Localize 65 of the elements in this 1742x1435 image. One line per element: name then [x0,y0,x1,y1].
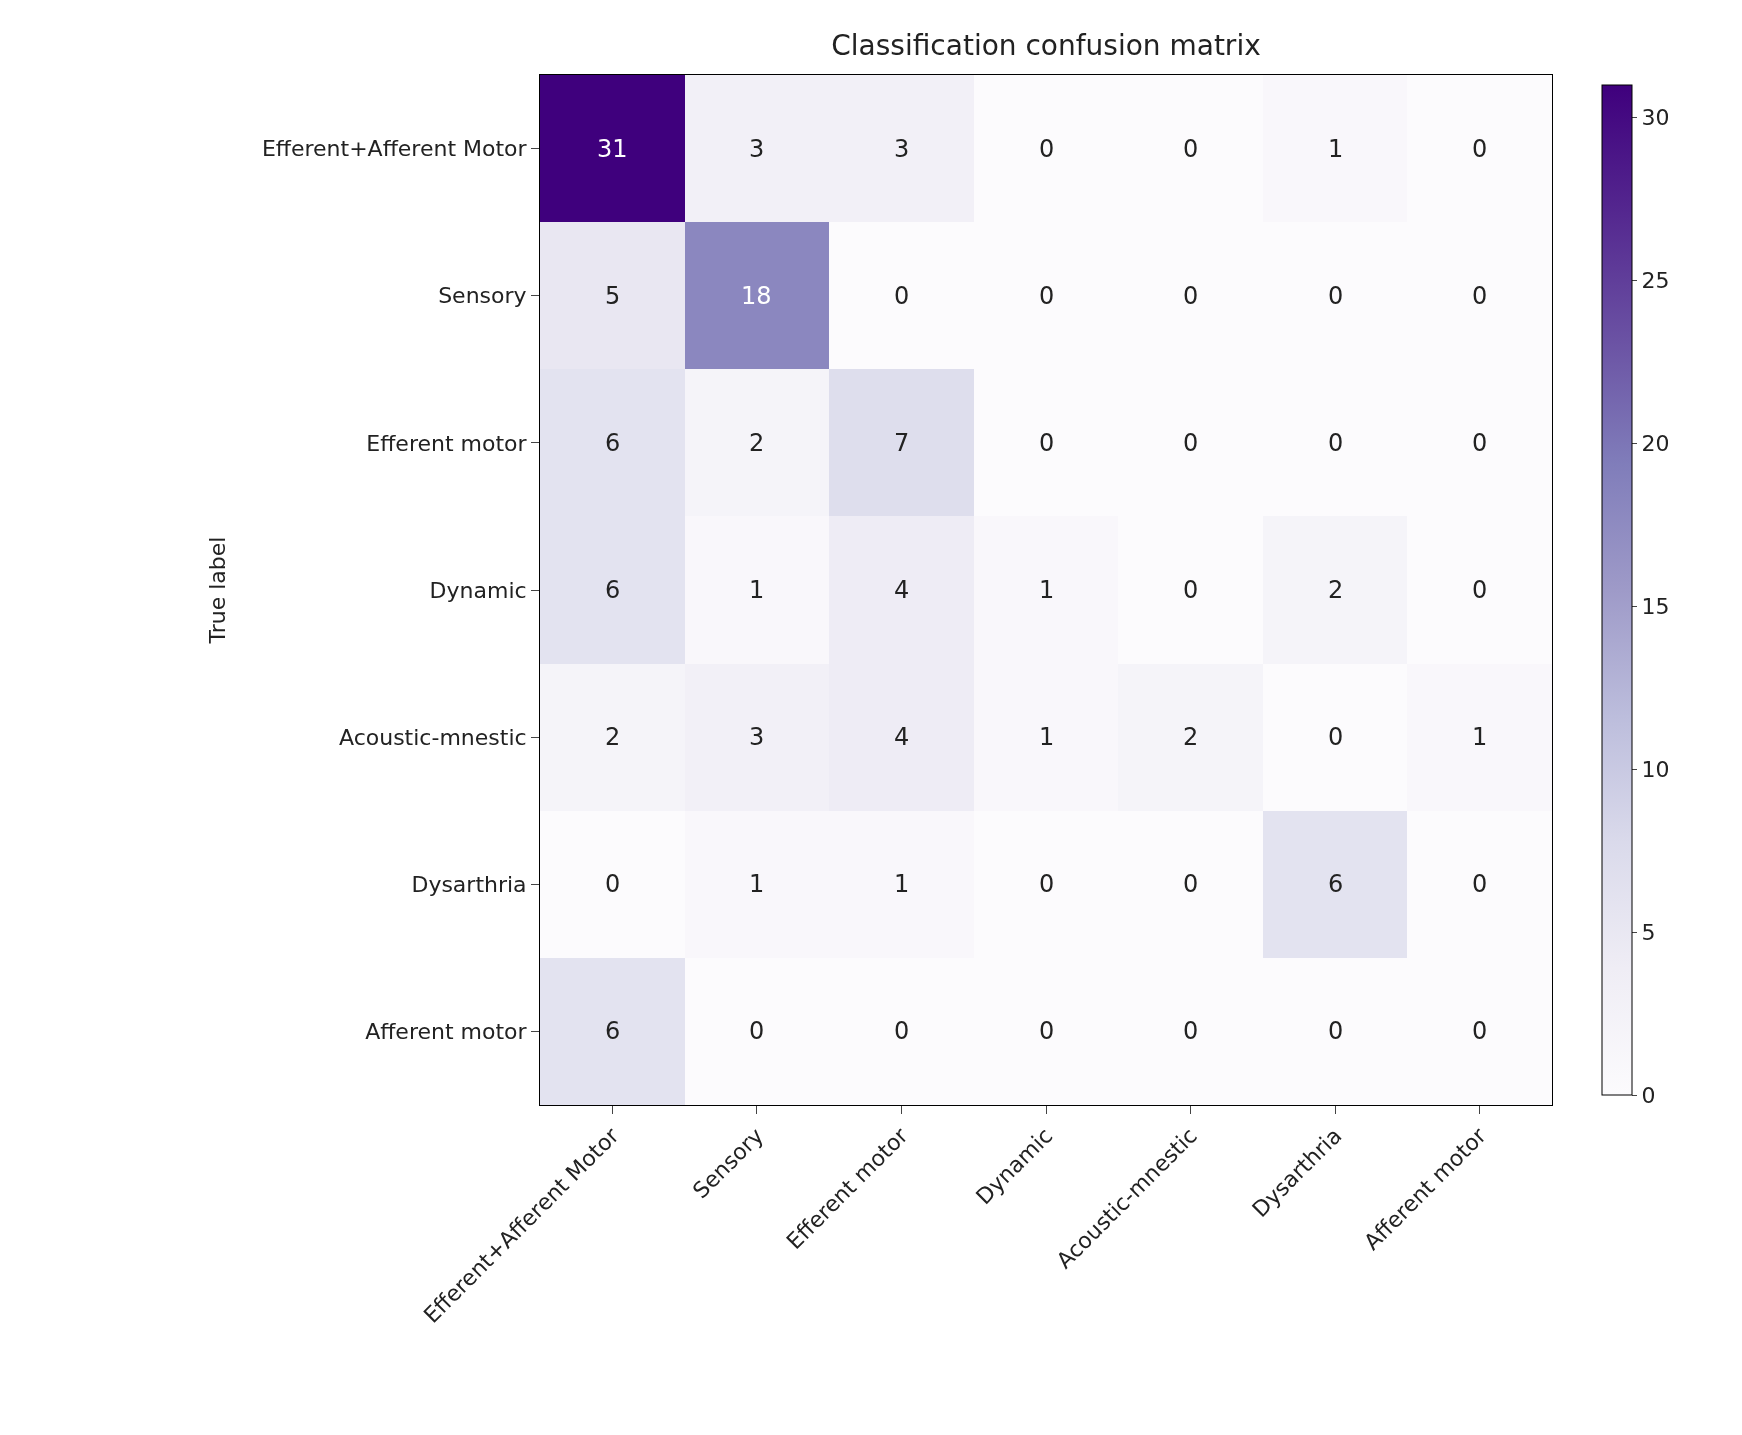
data-label: 1 [1328,135,1344,163]
chart-title: Classification confusion matrix [831,29,1261,63]
color-bar-label: 30 [1641,105,1670,131]
data-label: 3 [894,135,910,163]
data-label: 3 [749,723,765,751]
data-label: 1 [749,576,765,604]
data-label: 0 [894,282,910,310]
data-label: 4 [894,723,910,751]
data-label: 0 [1472,870,1488,898]
data-label: 2 [1328,576,1344,604]
color-bar-label: 20 [1641,431,1670,457]
data-label: 0 [1472,576,1488,604]
data-label: 1 [1039,576,1055,604]
y-axis-title: True label [204,536,230,645]
data-label: 0 [1183,429,1199,457]
data-label: 1 [749,870,765,898]
data-label: 1 [1039,723,1055,751]
y-tick-label: Efferent motor [366,430,528,456]
data-label: 0 [605,870,621,898]
data-label: 6 [1328,870,1344,898]
data-label: 0 [1328,723,1344,751]
data-label: 0 [1039,870,1055,898]
color-bar-label: 0 [1641,1082,1656,1108]
data-label: 0 [1328,429,1344,457]
color-bar-label: 15 [1641,593,1670,619]
data-label: 1 [894,870,910,898]
data-label: 2 [1183,723,1199,751]
y-tick-label: Afferent motor [365,1019,528,1045]
data-label: 0 [1183,576,1199,604]
data-label: 0 [1183,1017,1199,1045]
y-tick-label: Efferent+Afferent Motor [261,136,528,162]
data-label: 0 [749,1017,765,1045]
data-label: 0 [1328,282,1344,310]
data-label: 7 [894,429,910,457]
data-label: 0 [1183,135,1199,163]
data-label: 0 [1039,135,1055,163]
y-tick-label: Sensory [438,283,527,309]
data-label: 0 [1183,870,1199,898]
data-label: 2 [605,723,621,751]
data-label: 0 [1472,282,1488,310]
y-tick-label: Acoustic-mnestic [338,724,527,750]
data-label: 0 [1039,429,1055,457]
data-label: 0 [1183,282,1199,310]
data-label: 0 [1472,135,1488,163]
data-label: 0 [894,1017,910,1045]
data-label: 6 [605,576,621,604]
data-label: 0 [1039,282,1055,310]
data-label: 3 [749,135,765,163]
data-label: 0 [1039,1017,1055,1045]
data-label: 0 [1472,1017,1488,1045]
data-label: 5 [605,282,621,310]
y-tick-label: Dysarthria [411,871,527,897]
data-label: 1 [1472,723,1488,751]
color-bar-label: 10 [1641,756,1670,782]
data-label: 0 [1328,1017,1344,1045]
data-label: 2 [749,429,765,457]
data-label: 6 [605,1017,621,1045]
data-label: 0 [1472,429,1488,457]
data-label: 6 [605,429,621,457]
color-bar-label: 5 [1641,919,1656,945]
y-tick-label: Dynamic [429,577,527,603]
data-label: 18 [741,282,772,310]
data-label: 4 [894,576,910,604]
color-bar-label: 25 [1641,268,1670,294]
data-label: 31 [597,135,628,163]
